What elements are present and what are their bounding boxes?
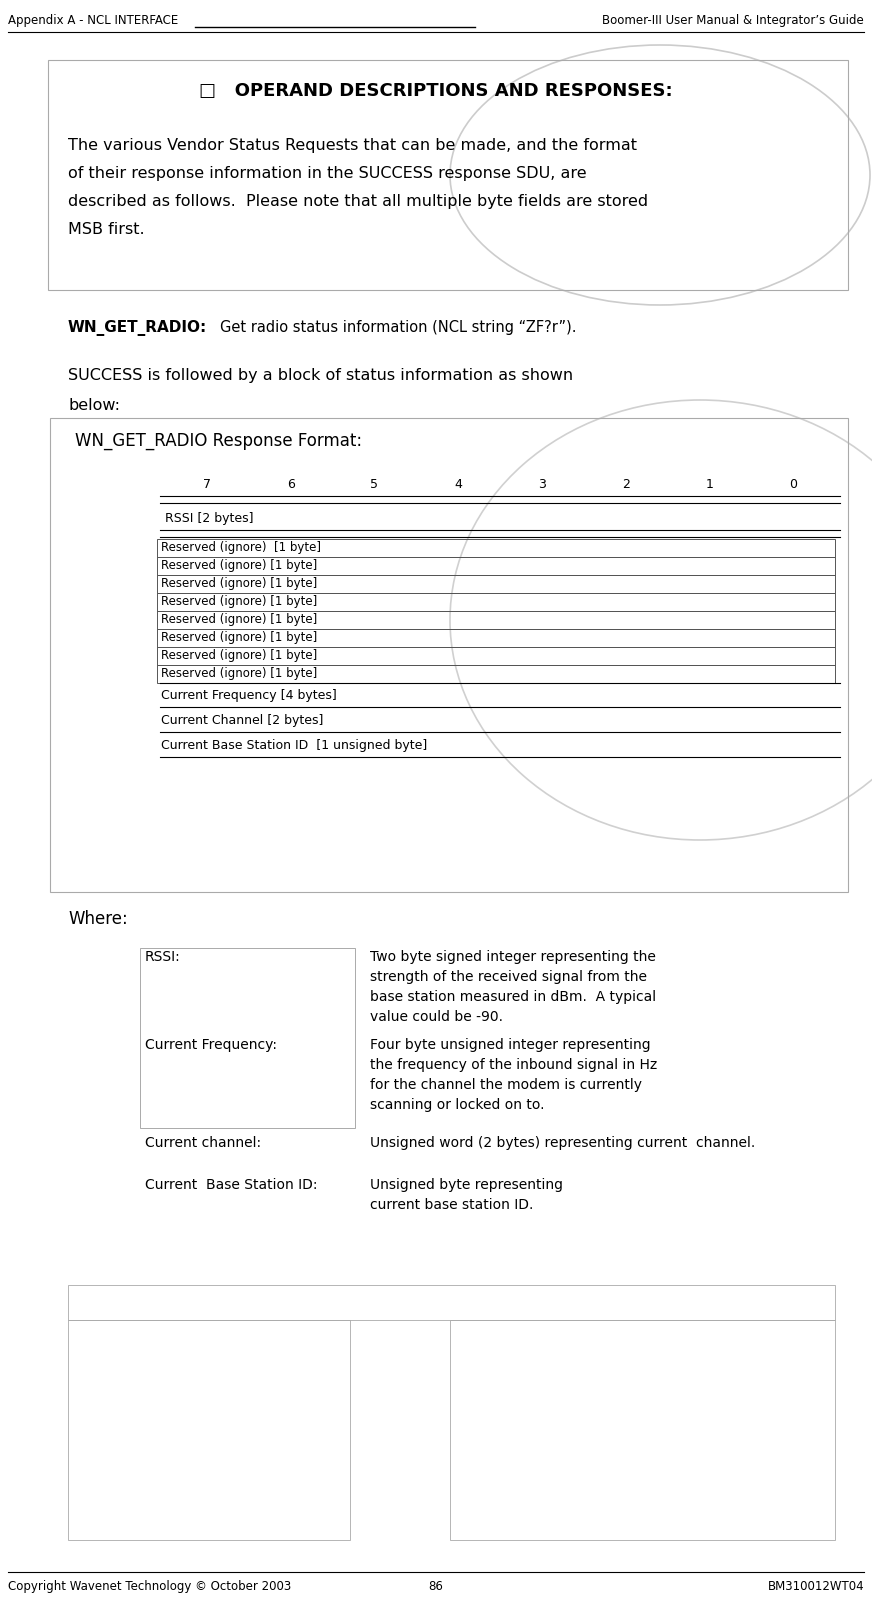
Text: 2: 2 [622,478,630,491]
Text: Current Frequency:: Current Frequency: [145,1038,277,1052]
Text: Reserved (ignore) [1 byte]: Reserved (ignore) [1 byte] [161,577,317,590]
Text: 1: 1 [705,478,713,491]
Bar [68,1285,835,1320]
Bar [157,557,835,574]
Text: described as follows.  Please note that all multiple byte fields are stored: described as follows. Please note that a… [68,194,648,209]
Text: RSSI [2 bytes]: RSSI [2 bytes] [165,512,254,525]
Text: Reserved (ignore) [1 byte]: Reserved (ignore) [1 byte] [161,667,317,680]
Text: Current channel:: Current channel: [145,1136,261,1150]
Text: SUCCESS is followed by a block of status information as shown: SUCCESS is followed by a block of status… [68,367,573,383]
Text: Get radio status information (NCL string “ZF?r”).: Get radio status information (NCL string… [220,321,576,335]
Text: Reserved (ignore) [1 byte]: Reserved (ignore) [1 byte] [161,595,317,608]
Text: 0: 0 [789,478,797,491]
Text: of their response information in the SUCCESS response SDU, are: of their response information in the SUC… [68,165,587,181]
Bar [68,1320,350,1540]
Text: Current  Base Station ID:: Current Base Station ID: [145,1177,317,1192]
Bar [157,539,835,557]
Text: Reserved (ignore) [1 byte]: Reserved (ignore) [1 byte] [161,650,317,662]
Text: Reserved (ignore)  [1 byte]: Reserved (ignore) [1 byte] [161,541,321,553]
Text: Current Frequency [4 bytes]: Current Frequency [4 bytes] [161,690,337,703]
Text: Copyright Wavenet Technology © October 2003: Copyright Wavenet Technology © October 2… [8,1580,291,1593]
Bar [157,574,835,593]
Text: below:: below: [68,398,120,412]
Bar [157,611,835,629]
Text: Current Channel [2 bytes]: Current Channel [2 bytes] [161,714,324,727]
Text: BM310012WT04: BM310012WT04 [767,1580,864,1593]
Text: WN_GET_RADIO Response Format:: WN_GET_RADIO Response Format: [75,431,362,451]
Text: The various Vendor Status Requests that can be made, and the format: The various Vendor Status Requests that … [68,138,637,152]
Bar [157,629,835,646]
Text: Four byte unsigned integer representing
the frequency of the inbound signal in H: Four byte unsigned integer representing … [370,1038,657,1112]
Bar [157,666,835,683]
Bar [157,646,835,666]
Bar [48,59,848,290]
Text: Current Base Station ID  [1 unsigned byte]: Current Base Station ID [1 unsigned byte… [161,739,427,752]
Bar [50,419,848,892]
Text: 6: 6 [287,478,295,491]
Text: Where:: Where: [68,909,128,929]
Text: RSSI:: RSSI: [145,950,181,964]
Text: MSB first.: MSB first. [68,221,145,237]
Text: □   OPERAND DESCRIPTIONS AND RESPONSES:: □ OPERAND DESCRIPTIONS AND RESPONSES: [199,82,673,99]
Text: WN_GET_RADIO:: WN_GET_RADIO: [68,321,208,335]
Text: 4: 4 [454,478,462,491]
Text: 5: 5 [371,478,378,491]
Text: Unsigned word (2 bytes) representing current  channel.: Unsigned word (2 bytes) representing cur… [370,1136,755,1150]
Text: 7: 7 [203,478,211,491]
Bar [157,593,835,611]
Text: Boomer-III User Manual & Integrator’s Guide: Boomer-III User Manual & Integrator’s Gu… [603,14,864,27]
Text: Appendix A - NCL INTERFACE: Appendix A - NCL INTERFACE [8,14,178,27]
Text: Unsigned byte representing
current base station ID.: Unsigned byte representing current base … [370,1177,563,1213]
Text: Reserved (ignore) [1 byte]: Reserved (ignore) [1 byte] [161,560,317,573]
Bar [450,1320,835,1540]
Text: Two byte signed integer representing the
strength of the received signal from th: Two byte signed integer representing the… [370,950,656,1023]
Bar [140,948,355,1128]
Text: 3: 3 [538,478,546,491]
Text: Reserved (ignore) [1 byte]: Reserved (ignore) [1 byte] [161,630,317,643]
Text: Reserved (ignore) [1 byte]: Reserved (ignore) [1 byte] [161,613,317,626]
Text: 86: 86 [428,1580,444,1593]
